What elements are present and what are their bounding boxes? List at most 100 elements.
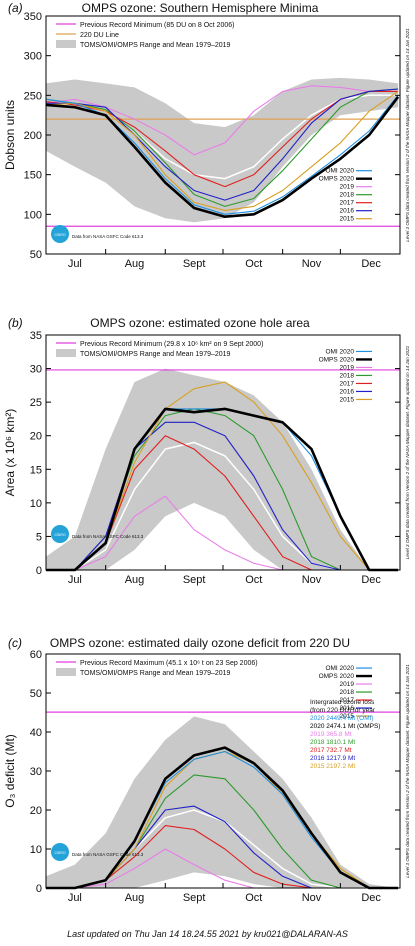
side-note: Level 3 OMPS data created from Version 2… bbox=[405, 28, 410, 242]
integrated-value: 2017 732.7 Mt bbox=[310, 747, 352, 754]
footer-text: Last updated on Thu Jan 14 18.24.55 2021… bbox=[67, 929, 348, 939]
legend-top-label: Previous Record Maximum (45.1 x 10⁶ t on… bbox=[80, 660, 258, 667]
legend-series-label: 2017 bbox=[340, 697, 355, 704]
legend-series-label: 2018 bbox=[340, 192, 355, 199]
y-tick-label: 30 bbox=[30, 766, 42, 778]
legend-series-label: 2018 bbox=[340, 689, 355, 696]
x-tick-label: Oct bbox=[245, 892, 262, 904]
y-tick-label: 60 bbox=[30, 649, 42, 661]
y-tick-label: 10 bbox=[30, 844, 42, 856]
legend-series-label: 2015 bbox=[340, 216, 355, 223]
x-tick-label: Jul bbox=[68, 892, 82, 904]
side-note: Level 3 OMPS data created from Version 2… bbox=[405, 664, 410, 878]
legend-band-swatch bbox=[56, 40, 76, 48]
csiro-logo bbox=[51, 225, 69, 243]
series-line-2016 bbox=[46, 88, 399, 201]
integrated-value: 2015 2197.2 Mt bbox=[310, 763, 355, 770]
legend-top-label: Previous Record Minimum (85 DU on 8 Oct … bbox=[80, 22, 234, 29]
y-axis-label: O₃ deficit (Mt) bbox=[3, 734, 17, 808]
legend-series-label: 2016 bbox=[340, 388, 355, 395]
csiro-logo bbox=[51, 843, 69, 861]
y-tick-label: 35 bbox=[30, 330, 42, 342]
range-band bbox=[46, 716, 399, 888]
y-tick-label: 0 bbox=[36, 883, 42, 895]
integrated-title: Intergrated ozone loss bbox=[310, 699, 375, 706]
integrated-value: 2020 2474.1 Mt (OMPS) bbox=[310, 723, 380, 730]
chart-panel-1: (a) OMPS ozone: Southern Hemisphere Minim… bbox=[3, 1, 410, 270]
legend-band-swatch bbox=[56, 668, 76, 676]
legend-series-label: OMPS 2020 bbox=[319, 356, 355, 363]
legend-series-label: OMPS 2020 bbox=[319, 176, 355, 183]
series-line-2015 bbox=[45, 90, 399, 211]
csiro-logo-text: CSIRO bbox=[54, 851, 65, 855]
integrated-title: (from 220 DU) for year bbox=[310, 707, 376, 714]
chart-title: OMPS ozone: Southern Hemisphere Minima bbox=[82, 1, 319, 15]
y-tick-label: 20 bbox=[30, 431, 42, 443]
y-tick-label: 100 bbox=[24, 209, 42, 221]
y-tick-label: 25 bbox=[30, 397, 42, 409]
csiro-note: Data from NASA GSFC Code 613.3 bbox=[72, 534, 144, 539]
panel-label: (c) bbox=[8, 636, 22, 650]
x-tick-label: Dec bbox=[361, 258, 381, 270]
csiro-note: Data from NASA GSFC Code 613.3 bbox=[72, 234, 144, 239]
y-tick-label: 10 bbox=[30, 498, 42, 510]
legend-top-label: Previous Record Minimum (29.8 x 10⁶ km² … bbox=[80, 341, 263, 348]
legend-series-label: 2019 bbox=[340, 364, 355, 371]
y-tick-label: 5 bbox=[36, 531, 42, 543]
chart-panel-3: (c) OMPS ozone: estimated daily ozone def… bbox=[3, 636, 410, 904]
legend-top-label: TOMS/OMI/OMPS Range and Mean 1979–2019 bbox=[80, 670, 231, 677]
panel-label: (a) bbox=[8, 1, 23, 15]
panel-label: (b) bbox=[8, 316, 23, 330]
y-tick-label: 30 bbox=[30, 364, 42, 376]
chart-title: OMPS ozone: estimated daily ozone defici… bbox=[50, 636, 350, 650]
chart-title: OMPS ozone: estimated ozone hole area bbox=[90, 316, 310, 330]
legend-series-label: OMI 2020 bbox=[325, 665, 354, 672]
legend-series-label: 2017 bbox=[340, 200, 355, 207]
x-tick-label: Oct bbox=[245, 258, 262, 270]
legend-series-label: 2015 bbox=[340, 396, 355, 403]
x-tick-label: Aug bbox=[125, 574, 145, 586]
y-axis-label: Area (x 10⁶ km²) bbox=[3, 409, 17, 497]
x-tick-label: Sept bbox=[183, 892, 206, 904]
legend-series-label: 2019 bbox=[340, 184, 355, 191]
series-line-2018 bbox=[45, 88, 399, 207]
y-axis-label: Dobson units bbox=[3, 100, 17, 170]
legend-series-label: 2016 bbox=[340, 705, 355, 712]
range-band bbox=[46, 77, 399, 223]
legend-top-label: TOMS/OMI/OMPS Range and Mean 1979–2019 bbox=[80, 351, 231, 358]
x-tick-label: Jul bbox=[68, 258, 82, 270]
legend-series-label: OMI 2020 bbox=[325, 348, 354, 355]
x-tick-label: Aug bbox=[125, 892, 145, 904]
x-tick-label: Dec bbox=[361, 574, 381, 586]
x-tick-label: Dec bbox=[361, 892, 381, 904]
y-tick-label: 300 bbox=[24, 51, 42, 63]
x-tick-label: Oct bbox=[245, 574, 262, 586]
legend-series-label: OMPS 2020 bbox=[319, 673, 355, 680]
x-tick-label: Sept bbox=[183, 258, 206, 270]
csiro-logo bbox=[51, 525, 69, 543]
legend-top-label: TOMS/OMI/OMPS Range and Mean 1979–2019 bbox=[80, 42, 231, 49]
integrated-value: 2018 1810.1 Mt bbox=[310, 739, 355, 746]
legend-series-label: 2016 bbox=[340, 208, 355, 215]
y-tick-label: 150 bbox=[24, 170, 42, 182]
x-tick-label: Jul bbox=[68, 574, 82, 586]
csiro-logo-text: CSIRO bbox=[54, 233, 65, 237]
y-tick-label: 20 bbox=[30, 805, 42, 817]
y-tick-label: 250 bbox=[24, 90, 42, 102]
y-tick-label: 15 bbox=[30, 464, 42, 476]
y-tick-label: 50 bbox=[30, 688, 42, 700]
series-line-omps-2020 bbox=[46, 407, 399, 572]
y-tick-label: 200 bbox=[24, 130, 42, 142]
legend-series-label: 2018 bbox=[340, 372, 355, 379]
x-tick-label: Sept bbox=[183, 574, 206, 586]
csiro-note: Data from NASA GSFC Code 613.3 bbox=[72, 852, 144, 857]
legend-series-label: 2017 bbox=[340, 380, 355, 387]
legend-top-label: 220 DU Line bbox=[80, 32, 119, 39]
integrated-value: 2016 1217.9 Mt bbox=[310, 755, 355, 762]
y-tick-label: 50 bbox=[30, 249, 42, 261]
y-tick-label: 350 bbox=[24, 11, 42, 23]
legend-series-label: 2019 bbox=[340, 681, 355, 688]
side-note: Level 3 OMPS data created from Version 2… bbox=[405, 345, 410, 559]
csiro-logo-text: CSIRO bbox=[54, 533, 65, 537]
